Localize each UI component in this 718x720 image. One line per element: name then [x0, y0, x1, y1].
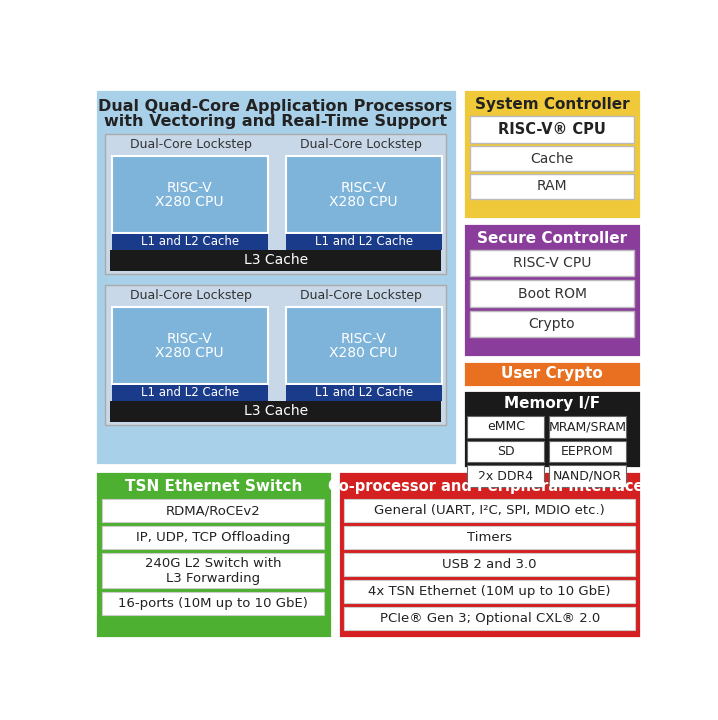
Text: eMMC: eMMC — [487, 420, 525, 433]
FancyBboxPatch shape — [103, 593, 324, 616]
FancyBboxPatch shape — [344, 607, 635, 630]
FancyBboxPatch shape — [103, 526, 324, 549]
FancyBboxPatch shape — [286, 156, 442, 233]
FancyBboxPatch shape — [462, 89, 641, 219]
Text: X280 CPU: X280 CPU — [156, 346, 224, 360]
Text: IP, UDP, TCP Offloading: IP, UDP, TCP Offloading — [136, 531, 290, 544]
FancyBboxPatch shape — [470, 146, 633, 171]
Text: L1 and L2 Cache: L1 and L2 Cache — [314, 235, 413, 248]
FancyBboxPatch shape — [549, 465, 626, 487]
Text: RISC-V: RISC-V — [341, 181, 386, 195]
Text: Boot ROM: Boot ROM — [518, 287, 587, 300]
Text: RISC-V CPU: RISC-V CPU — [513, 256, 591, 270]
Text: Dual-Core Lockstep: Dual-Core Lockstep — [299, 289, 421, 302]
Text: X280 CPU: X280 CPU — [156, 195, 224, 209]
FancyBboxPatch shape — [344, 499, 635, 522]
Text: RISC-V: RISC-V — [167, 332, 213, 346]
Text: General (UART, I²C, SPI, MDIO etc.): General (UART, I²C, SPI, MDIO etc.) — [374, 504, 605, 517]
FancyBboxPatch shape — [106, 134, 446, 274]
FancyBboxPatch shape — [467, 441, 544, 462]
Text: L3 Cache: L3 Cache — [243, 405, 307, 418]
Text: Dual-Core Lockstep: Dual-Core Lockstep — [299, 138, 421, 151]
Text: Secure Controller: Secure Controller — [477, 231, 627, 246]
FancyBboxPatch shape — [111, 385, 268, 400]
FancyBboxPatch shape — [549, 416, 626, 438]
FancyBboxPatch shape — [549, 441, 626, 462]
Text: RDMA/RoCEv2: RDMA/RoCEv2 — [166, 504, 261, 517]
FancyBboxPatch shape — [344, 526, 635, 549]
FancyBboxPatch shape — [111, 156, 268, 233]
FancyBboxPatch shape — [467, 465, 544, 487]
Text: L1 and L2 Cache: L1 and L2 Cache — [141, 235, 239, 248]
FancyBboxPatch shape — [286, 385, 442, 400]
FancyBboxPatch shape — [110, 400, 441, 422]
Text: NAND/NOR: NAND/NOR — [553, 469, 622, 482]
FancyBboxPatch shape — [95, 89, 457, 465]
FancyBboxPatch shape — [106, 285, 446, 426]
Text: Co-processor and Peripheral Interfaces: Co-processor and Peripheral Interfaces — [327, 480, 652, 495]
FancyBboxPatch shape — [462, 390, 641, 468]
FancyBboxPatch shape — [470, 311, 633, 338]
FancyBboxPatch shape — [338, 472, 641, 638]
Text: Crypto: Crypto — [528, 318, 575, 331]
FancyBboxPatch shape — [462, 223, 641, 357]
Text: Cache: Cache — [531, 152, 574, 166]
Text: SD: SD — [497, 445, 515, 458]
Text: 2x DDR4: 2x DDR4 — [478, 469, 533, 482]
Text: L1 and L2 Cache: L1 and L2 Cache — [314, 387, 413, 400]
FancyBboxPatch shape — [286, 307, 442, 384]
FancyBboxPatch shape — [467, 416, 544, 438]
Text: Memory I/F: Memory I/F — [504, 396, 600, 411]
Text: Dual-Core Lockstep: Dual-Core Lockstep — [129, 138, 251, 151]
Text: 4x TSN Ethernet (10M up to 10 GbE): 4x TSN Ethernet (10M up to 10 GbE) — [368, 585, 611, 598]
Text: RISC-V® CPU: RISC-V® CPU — [498, 122, 606, 137]
FancyBboxPatch shape — [470, 174, 633, 199]
FancyBboxPatch shape — [92, 86, 645, 641]
Text: Timers: Timers — [467, 531, 512, 544]
Text: PCIe® Gen 3; Optional CXL® 2.0: PCIe® Gen 3; Optional CXL® 2.0 — [380, 612, 600, 625]
Text: with Vectoring and Real-Time Support: with Vectoring and Real-Time Support — [104, 114, 447, 130]
Text: Dual-Core Lockstep: Dual-Core Lockstep — [129, 289, 251, 302]
Text: 16-ports (10M up to 10 GbE): 16-ports (10M up to 10 GbE) — [118, 598, 308, 611]
FancyBboxPatch shape — [110, 250, 441, 271]
FancyBboxPatch shape — [470, 116, 633, 143]
FancyBboxPatch shape — [103, 499, 324, 522]
FancyBboxPatch shape — [111, 234, 268, 250]
Text: RAM: RAM — [536, 179, 567, 194]
FancyBboxPatch shape — [462, 361, 641, 387]
Text: USB 2 and 3.0: USB 2 and 3.0 — [442, 558, 537, 571]
Text: 240G L2 Switch with
L3 Forwarding: 240G L2 Switch with L3 Forwarding — [145, 557, 281, 585]
Text: L3 Cache: L3 Cache — [243, 253, 307, 267]
FancyBboxPatch shape — [470, 250, 633, 276]
Text: X280 CPU: X280 CPU — [330, 346, 398, 360]
Text: RISC-V: RISC-V — [341, 332, 386, 346]
Text: RISC-V: RISC-V — [167, 181, 213, 195]
Text: System Controller: System Controller — [475, 97, 629, 112]
FancyBboxPatch shape — [344, 553, 635, 576]
FancyBboxPatch shape — [470, 280, 633, 307]
Text: User Crypto: User Crypto — [501, 366, 603, 381]
FancyBboxPatch shape — [95, 472, 332, 638]
FancyBboxPatch shape — [103, 553, 324, 588]
FancyBboxPatch shape — [111, 307, 268, 384]
Text: EEPROM: EEPROM — [561, 445, 614, 458]
FancyBboxPatch shape — [344, 580, 635, 603]
Text: X280 CPU: X280 CPU — [330, 195, 398, 209]
Text: TSN Ethernet Switch: TSN Ethernet Switch — [124, 480, 302, 495]
Text: Dual Quad-Core Application Processors: Dual Quad-Core Application Processors — [98, 99, 453, 114]
FancyBboxPatch shape — [286, 234, 442, 250]
Text: MRAM/SRAM: MRAM/SRAM — [549, 420, 626, 433]
Text: L1 and L2 Cache: L1 and L2 Cache — [141, 387, 239, 400]
